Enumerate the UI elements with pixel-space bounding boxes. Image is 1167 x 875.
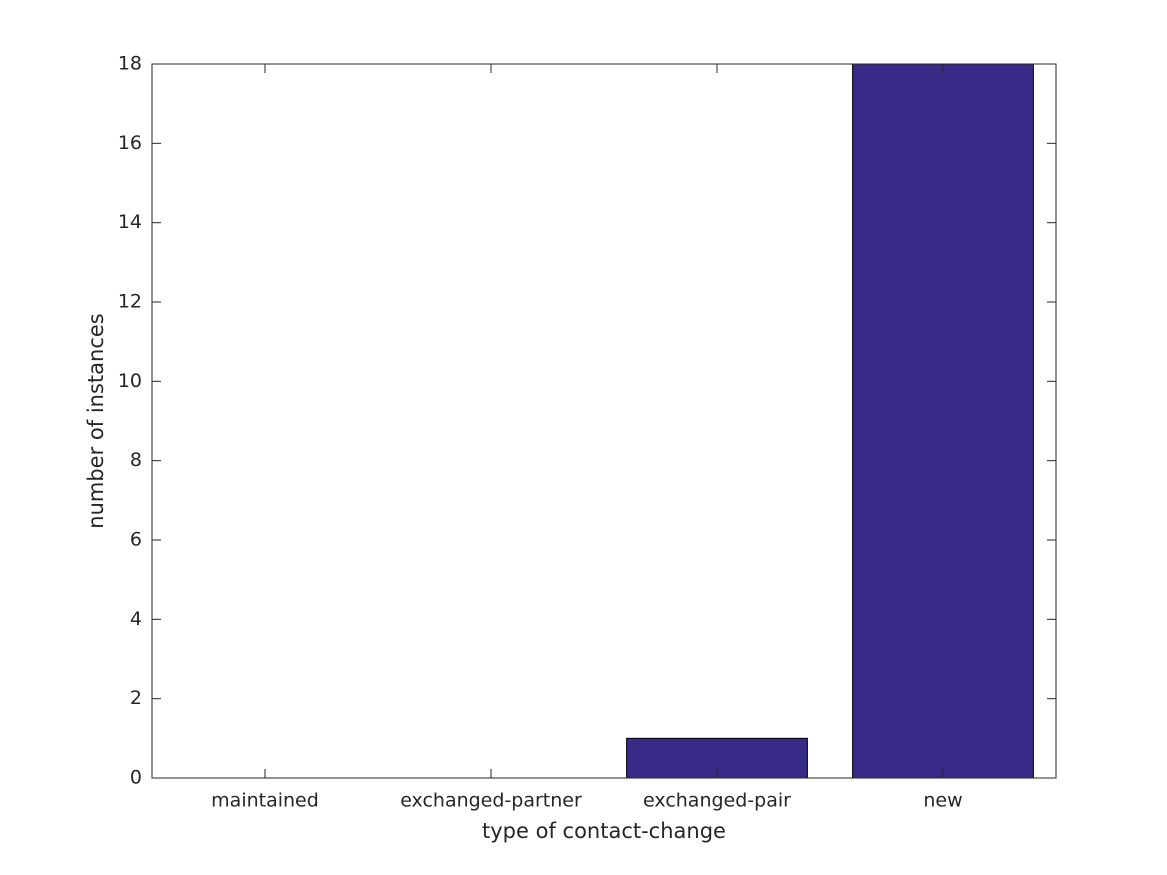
y-tick-label: 18 bbox=[118, 53, 142, 75]
y-tick-label: 10 bbox=[118, 370, 142, 392]
x-tick-label: exchanged-pair bbox=[643, 790, 791, 812]
y-tick-label: 14 bbox=[118, 211, 142, 233]
x-tick-label: exchanged-partner bbox=[400, 790, 582, 812]
y-tick-label: 2 bbox=[130, 687, 142, 709]
y-tick-label: 16 bbox=[118, 132, 142, 154]
y-tick-label: 6 bbox=[130, 529, 142, 551]
x-tick-label: new bbox=[923, 790, 962, 812]
x-axis-label: type of contact-change bbox=[482, 819, 726, 843]
y-tick-label: 8 bbox=[130, 449, 142, 471]
y-tick-label: 12 bbox=[118, 291, 142, 313]
axes-box bbox=[151, 63, 1057, 779]
y-tick-label: 0 bbox=[130, 767, 142, 789]
y-axis-label: number of instances bbox=[84, 313, 108, 528]
bar bbox=[852, 63, 1034, 779]
y-tick-label: 4 bbox=[130, 608, 142, 630]
x-tick-label: maintained bbox=[211, 790, 319, 812]
